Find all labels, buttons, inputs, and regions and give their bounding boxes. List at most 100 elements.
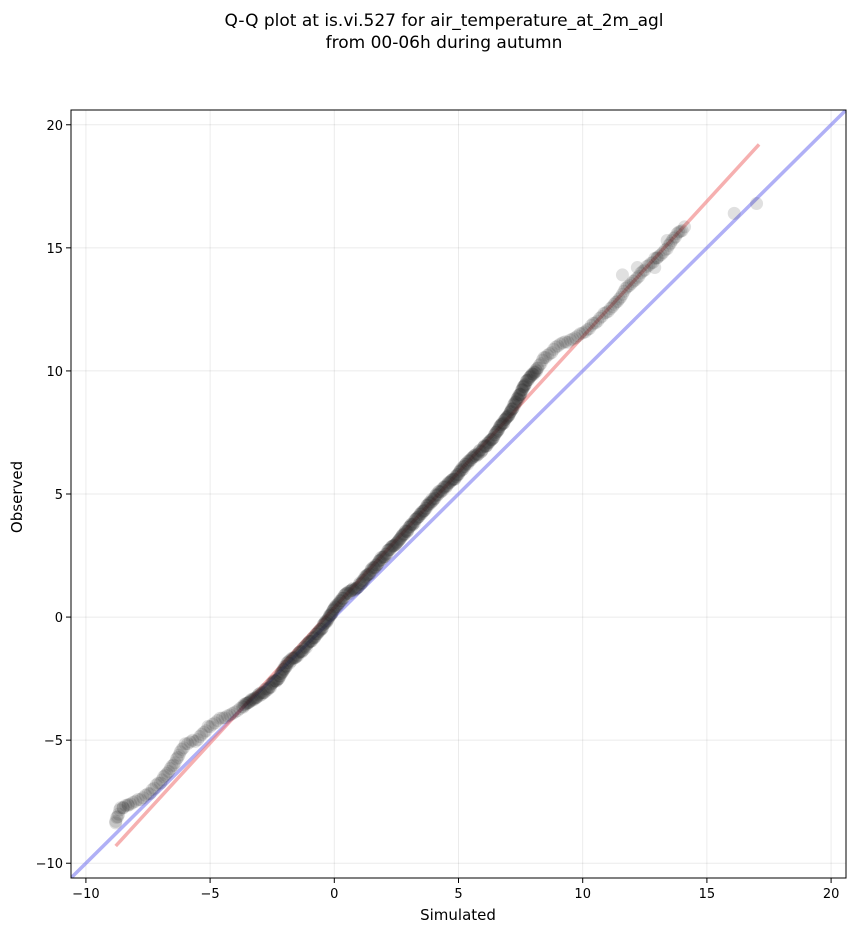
data-point — [411, 510, 425, 524]
data-point — [361, 568, 375, 582]
data-point — [327, 601, 341, 615]
data-point — [506, 401, 520, 415]
data-point — [175, 742, 189, 756]
data-point — [607, 297, 621, 311]
data-point — [457, 460, 471, 474]
data-point — [112, 807, 126, 821]
data-point — [429, 487, 443, 501]
data-point — [375, 552, 389, 566]
data-point — [257, 685, 271, 699]
data-point — [475, 444, 489, 458]
data-point — [455, 461, 469, 475]
data-point — [173, 745, 187, 759]
x-axis-ticks: −10 −5 0 5 10 15 20 — [72, 878, 839, 902]
data-point — [143, 787, 157, 801]
data-point — [151, 776, 165, 790]
data-point — [517, 379, 531, 393]
data-point — [328, 600, 342, 614]
data-point — [319, 614, 333, 628]
data-point — [147, 781, 161, 795]
data-point — [278, 659, 292, 673]
data-point — [323, 608, 337, 622]
data-point — [440, 479, 454, 493]
data-point — [652, 249, 666, 263]
data-point — [417, 503, 431, 517]
data-point — [292, 645, 306, 659]
data-point — [344, 584, 358, 598]
data-point — [586, 316, 600, 330]
data-point — [429, 489, 443, 503]
data-point — [345, 583, 359, 597]
data-point — [242, 695, 256, 709]
data-point — [218, 711, 232, 725]
data-point — [442, 476, 456, 490]
data-point — [656, 246, 670, 260]
data-point — [338, 588, 352, 602]
data-point — [349, 582, 363, 596]
data-point — [342, 587, 356, 601]
data-point — [599, 306, 613, 320]
data-point — [110, 810, 124, 824]
data-point — [292, 646, 306, 660]
data-point — [547, 342, 561, 356]
data-point — [373, 553, 387, 567]
data-point — [530, 361, 544, 375]
data-point — [391, 534, 405, 548]
data-point — [310, 627, 324, 641]
data-point — [320, 614, 334, 628]
y-tick-label: −10 — [36, 857, 63, 872]
data-point — [281, 656, 295, 670]
data-point — [114, 801, 128, 815]
data-point — [195, 727, 209, 741]
data-point — [269, 674, 283, 688]
data-point — [331, 598, 345, 612]
data-point — [513, 387, 527, 401]
data-point — [246, 692, 260, 706]
data-point — [501, 409, 515, 423]
data-point — [326, 603, 340, 617]
x-axis-label: Simulated — [420, 906, 496, 924]
data-point — [483, 434, 497, 448]
data-point — [153, 776, 167, 790]
data-point — [619, 281, 633, 295]
data-point — [403, 519, 417, 533]
data-point — [484, 433, 498, 447]
data-point — [299, 639, 313, 653]
fit-line — [114, 143, 761, 848]
data-point — [499, 411, 513, 425]
data-point — [451, 468, 465, 482]
data-point — [383, 543, 397, 557]
data-point — [406, 517, 420, 531]
data-point — [423, 496, 437, 510]
data-point — [271, 672, 285, 686]
data-point — [441, 477, 455, 491]
data-point — [634, 266, 648, 280]
data-point — [556, 336, 570, 350]
data-point — [479, 439, 493, 453]
data-point — [521, 373, 535, 387]
data-point — [505, 403, 519, 417]
data-point — [373, 554, 387, 568]
data-point — [353, 576, 367, 590]
data-point — [329, 598, 343, 612]
data-point — [325, 606, 339, 620]
data-point — [313, 624, 327, 638]
data-point — [610, 294, 624, 308]
data-point — [386, 539, 400, 553]
data-point — [109, 814, 123, 828]
data-point — [408, 516, 422, 530]
data-point — [530, 364, 544, 378]
x-tick-label: 20 — [823, 887, 840, 902]
data-point — [390, 535, 404, 549]
data-point — [372, 554, 386, 568]
data-point — [274, 666, 288, 680]
data-point — [381, 543, 395, 557]
data-point — [439, 480, 453, 494]
data-point — [487, 428, 501, 442]
data-point — [370, 558, 384, 572]
data-point — [532, 358, 546, 372]
data-point — [299, 640, 313, 654]
data-point — [515, 382, 529, 396]
data-point — [626, 274, 640, 288]
data-point — [603, 302, 617, 316]
